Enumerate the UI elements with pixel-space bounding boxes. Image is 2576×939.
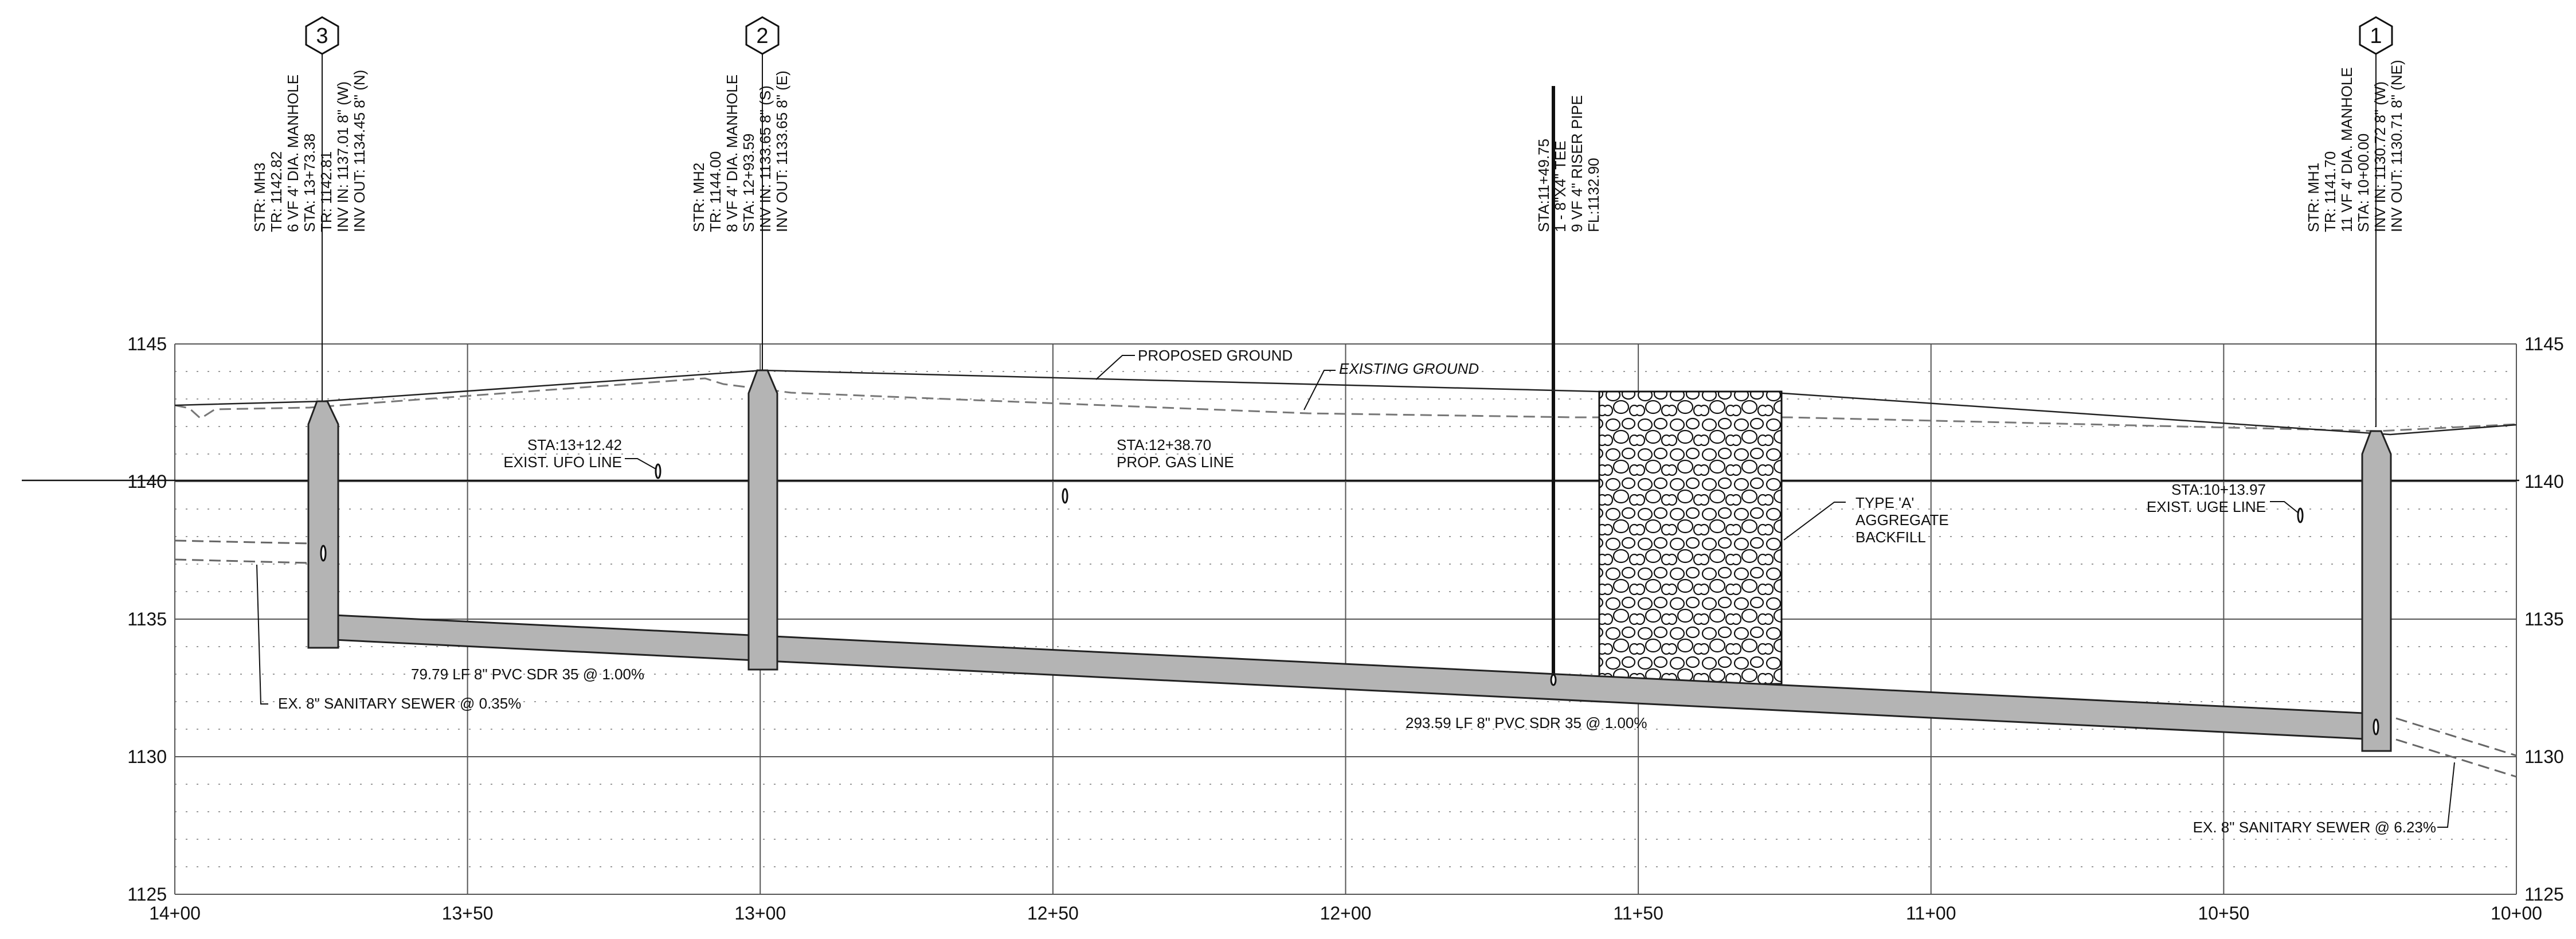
mh1-callout-line: 11 VF 4' DIA. MANHOLE <box>2338 67 2355 232</box>
riser-callout-line: STA:11+49.75 <box>1535 139 1552 232</box>
mh2-callout-line: TR: 1144.00 <box>707 151 724 232</box>
ex-sewer-right-leader <box>2437 762 2455 828</box>
mh2-callout-line: 8 VF 4' DIA. MANHOLE <box>723 75 741 232</box>
structure-2-marker: 2 <box>745 16 780 55</box>
ex-sewer-left-leader <box>256 564 268 705</box>
uge-line-marker <box>2297 507 2304 523</box>
mh2-callout: STR: MH2 TR: 1144.00 8 VF 4' DIA. MANHOL… <box>690 71 790 232</box>
mh3-utility-crossing-marker <box>320 545 327 562</box>
backfill-leader <box>1783 502 1846 541</box>
structure-1-marker: 1 <box>2359 16 2393 55</box>
mh3-callout-line: STA: 13+73.38 <box>301 134 318 232</box>
station-tick: 11+00 <box>1906 903 1956 924</box>
existing-sewer-left-top <box>174 539 310 545</box>
mh3-callout-line: TR: 1142.82 <box>268 151 285 232</box>
elevation-tick-right: 1145 <box>2524 334 2564 354</box>
mh2-callout-line: INV IN: 1133.65 8" (S) <box>757 85 774 232</box>
manhole-mh3 <box>307 400 339 649</box>
elevation-tick-left: 1135 <box>127 609 167 629</box>
manhole-mh2 <box>747 369 778 671</box>
ufo-line-leader <box>625 458 656 469</box>
riser-callout-line: 1 - 8"X4" TEE <box>1552 140 1569 232</box>
riser-callout-line: FL:1132.90 <box>1585 158 1602 232</box>
mh3-callout: STR: MH3 TR: 1142.82 6 VF 4' DIA. MANHOL… <box>251 70 368 232</box>
manhole-mh1 <box>2361 430 2392 752</box>
riser-callout: STA:11+49.75 1 - 8"X4" TEE 9 VF 4" RISER… <box>1535 95 1602 232</box>
mh1-callout-line: STA: 10+00.00 <box>2355 134 2372 232</box>
uge-line-station: STA:10+13.97 <box>2171 481 2266 498</box>
uge-line-leader <box>2270 501 2299 514</box>
mh1-callout-line: INV OUT: 1130.71 8" (NE) <box>2388 60 2405 232</box>
structure-1-number: 1 <box>2370 24 2382 48</box>
label-leaders <box>256 355 2455 828</box>
proposed-ground-label: PROPOSED GROUND <box>1138 347 1293 364</box>
elevation-tick-right: 1130 <box>2524 746 2564 767</box>
station-tick: 12+50 <box>1027 903 1079 924</box>
ufo-line-marker <box>655 463 661 479</box>
gas-line-label: PROP. GAS LINE <box>1117 453 1234 471</box>
existing-ground-leader <box>1303 370 1336 410</box>
structure-3-marker: 3 <box>305 16 339 55</box>
backfill-label-line: BACKFILL <box>1855 529 1926 546</box>
mh3-callout-line: 6 VF 4' DIA. MANHOLE <box>284 75 302 232</box>
elevation-tick-right: 1135 <box>2524 609 2564 629</box>
backfill-label-line: AGGREGATE <box>1855 511 1949 529</box>
riser-tee-marker <box>1550 674 1557 686</box>
mh1-callout-line: TR: 1141.70 <box>2321 151 2339 232</box>
station-tick: 13+50 <box>442 903 494 924</box>
station-tick: 12+00 <box>1320 903 1372 924</box>
mh1-callout-line: INV IN: 1130.72 8" (W) <box>2371 81 2389 232</box>
uge-line-label: EXIST. UGE LINE <box>2147 498 2266 515</box>
elevation-tick-left: 1130 <box>127 746 167 767</box>
pipe-1-label: 79.79 LF 8" PVC SDR 35 @ 1.00% <box>411 666 644 683</box>
axis-labels: 1145 1145 1140 1140 1135 1135 1130 1130 1125 1125… <box>127 334 2564 924</box>
existing-sewer-left-bottom <box>174 558 310 564</box>
mh1-callout-line: STR: MH1 <box>2305 163 2322 232</box>
station-tick: 10+00 <box>2491 903 2542 924</box>
mh3-callout-line: INV IN: 1137.01 8" (W) <box>334 81 351 232</box>
existing-sewer-right-bottom <box>2395 738 2517 778</box>
aggregate-backfill-zone <box>1598 390 1783 685</box>
station-tick: 14+00 <box>149 903 201 924</box>
backfill-label-line: TYPE 'A' <box>1855 494 1914 511</box>
riser-callout-line: 9 VF 4" RISER PIPE <box>1568 95 1585 232</box>
mh3-callout-line: INV OUT: 1134.45 8" (N) <box>351 70 368 232</box>
elevation-tick-left: 1145 <box>127 334 167 354</box>
existing-ground-label: EXISTING GROUND <box>1339 360 1479 377</box>
ufo-line-label: EXIST. UFO LINE <box>503 453 622 471</box>
elevation-tick-right: 1140 <box>2524 471 2564 492</box>
station-tick: 13+00 <box>734 903 786 924</box>
gas-line-marker <box>1062 488 1068 504</box>
mh3-callout-line: TR: 1142.81 <box>318 151 335 232</box>
mh1-pipe-opening-marker <box>2373 718 2379 735</box>
station-tick: 11+50 <box>1613 903 1663 924</box>
pipe-2-label: 293.59 LF 8" PVC SDR 35 @ 1.00% <box>1406 714 1647 731</box>
mh3-callout-line: STR: MH3 <box>251 163 268 232</box>
existing-sewer-left-label: EX. 8" SANITARY SEWER @ 0.35% <box>278 695 521 712</box>
mh2-callout-line: STA: 12+93.59 <box>740 134 757 232</box>
mh2-callout-line: STR: MH2 <box>690 163 707 232</box>
existing-sewer-right-top <box>2395 717 2517 757</box>
elevation-tick-left: 1125 <box>127 884 167 905</box>
existing-sewer-right-label: EX. 8" SANITARY SEWER @ 6.23% <box>2193 819 2436 836</box>
elevation-tick-left: 1140 <box>127 471 167 492</box>
structure-3-number: 3 <box>316 24 328 48</box>
proposed-ground-leader <box>1095 355 1135 380</box>
elevation-tick-right: 1125 <box>2524 884 2564 905</box>
gas-line-station: STA:12+38.70 <box>1117 436 1211 453</box>
ufo-line-station: STA:13+12.42 <box>527 436 622 453</box>
station-tick: 10+50 <box>2198 903 2249 924</box>
mh1-callout: STR: MH1 TR: 1141.70 11 VF 4' DIA. MANHO… <box>2305 60 2405 232</box>
mh2-callout-line: INV OUT: 1133.65 8" (E) <box>773 71 790 232</box>
structure-2-number: 2 <box>756 24 768 48</box>
